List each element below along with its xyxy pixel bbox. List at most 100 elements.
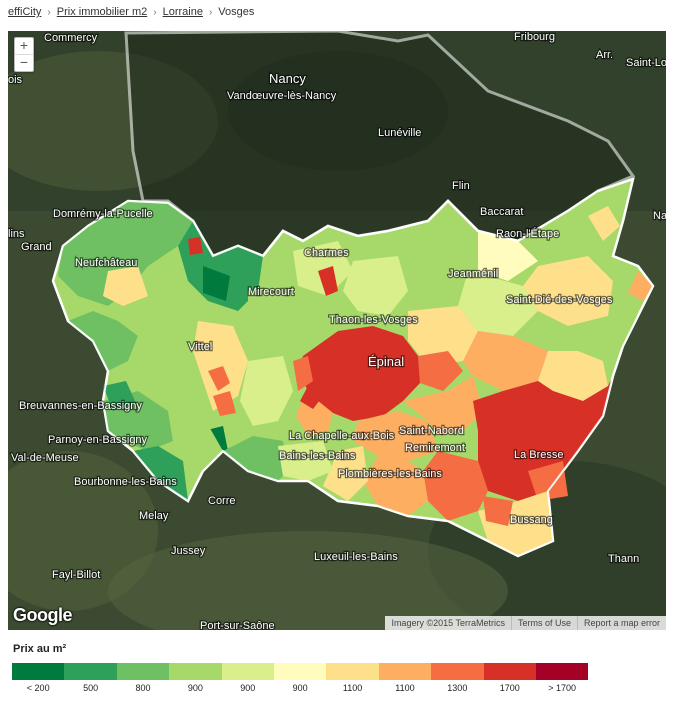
legend-label: > 1700 xyxy=(548,683,576,693)
legend-swatch xyxy=(116,663,170,680)
price-zone[interactable] xyxy=(193,321,248,411)
price-zone[interactable] xyxy=(323,446,368,501)
price-zone[interactable] xyxy=(353,411,438,461)
city-label: Épinal xyxy=(368,354,404,369)
price-zone[interactable] xyxy=(568,316,638,361)
city-label: Luxeuil-les-Bains xyxy=(314,551,398,563)
map-attribution: Imagery ©2015 TerraMetrics Terms of Use … xyxy=(385,616,666,630)
price-zone[interactable] xyxy=(278,441,333,481)
city-label: Bourbonne-les-Bains xyxy=(74,476,177,488)
price-zone[interactable] xyxy=(463,331,548,391)
zoom-out-button[interactable]: − xyxy=(15,54,33,71)
legend-swatch xyxy=(483,663,536,680)
price-zone[interactable] xyxy=(168,411,223,471)
price-zone[interactable] xyxy=(398,236,468,301)
city-label: La Chapelle-aux-Bois xyxy=(289,430,395,442)
city-label: ois xyxy=(8,74,23,86)
legend-label: < 200 xyxy=(26,683,50,693)
price-zone[interactable] xyxy=(208,366,230,391)
zoom-in-button[interactable]: + xyxy=(19,37,29,53)
legend-label: 1300 xyxy=(447,683,468,693)
breadcrumb-item-prix[interactable]: Prix immobilier m2 xyxy=(56,6,148,18)
price-zone-la-bresse[interactable] xyxy=(473,376,613,501)
legend-swatch xyxy=(378,663,432,680)
legend-swatch xyxy=(169,663,222,680)
legend-swatch xyxy=(326,663,379,680)
price-zone[interactable] xyxy=(423,451,488,521)
city-label: Domrémy-la-Pucelle xyxy=(53,208,153,220)
city-label: Lunéville xyxy=(378,127,421,139)
price-zone[interactable] xyxy=(133,446,188,501)
legend-label: 500 xyxy=(83,683,99,693)
price-zone[interactable] xyxy=(483,496,513,526)
price-zone[interactable] xyxy=(403,376,483,436)
city-label: Saint-Dié-des-Vosges xyxy=(506,294,613,306)
price-zone[interactable] xyxy=(458,271,538,336)
legend-swatch xyxy=(273,663,327,680)
city-label: Fayl-Billot xyxy=(52,569,100,581)
breadcrumb-item-home[interactable]: effiCity xyxy=(8,6,42,18)
legend-swatch xyxy=(535,663,589,680)
legend-label: 900 xyxy=(187,683,203,693)
vosges-border xyxy=(51,177,655,558)
legend-label: 900 xyxy=(240,683,256,693)
city-label: Charmes xyxy=(304,247,349,259)
price-zone-epinal[interactable] xyxy=(298,326,420,421)
price-zone[interactable] xyxy=(103,266,148,306)
legend-swatch xyxy=(431,663,484,680)
price-zone[interactable] xyxy=(223,436,288,481)
price-zone[interactable] xyxy=(538,351,608,401)
city-label: Thaon-les-Vosges xyxy=(329,314,418,326)
city-label: La Bresse xyxy=(514,449,564,461)
city-label: Port-sur-Saône xyxy=(200,620,275,630)
terms-of-use-link[interactable]: Terms of Use xyxy=(510,616,577,630)
price-zone[interactable] xyxy=(528,461,568,501)
city-label: Commercy xyxy=(44,32,98,44)
google-logo[interactable]: Google xyxy=(13,605,73,625)
price-zone[interactable] xyxy=(478,231,538,281)
price-zone[interactable] xyxy=(248,286,308,346)
price-zone[interactable] xyxy=(343,256,408,316)
price-zone[interactable] xyxy=(240,356,293,426)
price-zone[interactable] xyxy=(293,356,313,391)
imagery-credit: Imagery ©2015 TerraMetrics xyxy=(391,618,505,628)
city-label: Corre xyxy=(208,495,236,507)
city-label: Breuvannes-en-Bassigny xyxy=(19,400,142,412)
city-label: Raon-l'Étape xyxy=(496,227,559,240)
city-label: Remiremont xyxy=(405,442,465,454)
city-label: Flin xyxy=(452,180,470,192)
price-zone[interactable] xyxy=(418,351,463,391)
city-label: Bains-les-Bains xyxy=(279,450,356,462)
price-zone[interactable] xyxy=(523,256,613,326)
price-zone[interactable] xyxy=(203,266,230,301)
breadcrumb-item-current: Vosges xyxy=(218,6,255,18)
city-label: Melay xyxy=(139,510,169,522)
city-label: Vandœuvre-lès-Nancy xyxy=(227,90,337,102)
city-label: Arr. xyxy=(596,49,613,61)
city-label: Grand xyxy=(21,241,52,253)
price-zone[interactable] xyxy=(588,206,620,241)
price-zone[interactable] xyxy=(68,311,138,371)
chevron-right-icon: › xyxy=(153,7,157,18)
satellite-terrain xyxy=(8,451,158,611)
chevron-right-icon: › xyxy=(208,7,213,18)
price-zone[interactable] xyxy=(300,386,323,409)
legend-label: 900 xyxy=(292,683,308,693)
legend-label: 800 xyxy=(135,683,151,693)
report-map-error-link[interactable]: Report a map error xyxy=(576,616,666,630)
map-view[interactable]: Commercy Fribourg Arr. Saint-Lo ois Nanc… xyxy=(8,31,666,630)
legend-label: 1100 xyxy=(342,683,363,693)
breadcrumb-item-region[interactable]: Lorraine xyxy=(162,6,203,18)
price-zone[interactable] xyxy=(58,201,193,306)
price-zone[interactable] xyxy=(363,456,428,516)
price-zone[interactable] xyxy=(318,266,338,296)
price-zone[interactable] xyxy=(293,241,353,296)
city-label: Na xyxy=(653,210,666,222)
price-zone[interactable] xyxy=(408,306,478,366)
price-zone[interactable] xyxy=(188,237,203,255)
price-zone[interactable] xyxy=(518,191,608,266)
price-zone[interactable] xyxy=(213,391,236,416)
city-label: Thann xyxy=(608,553,639,565)
price-zone[interactable] xyxy=(103,381,136,411)
price-zone[interactable] xyxy=(628,271,653,301)
